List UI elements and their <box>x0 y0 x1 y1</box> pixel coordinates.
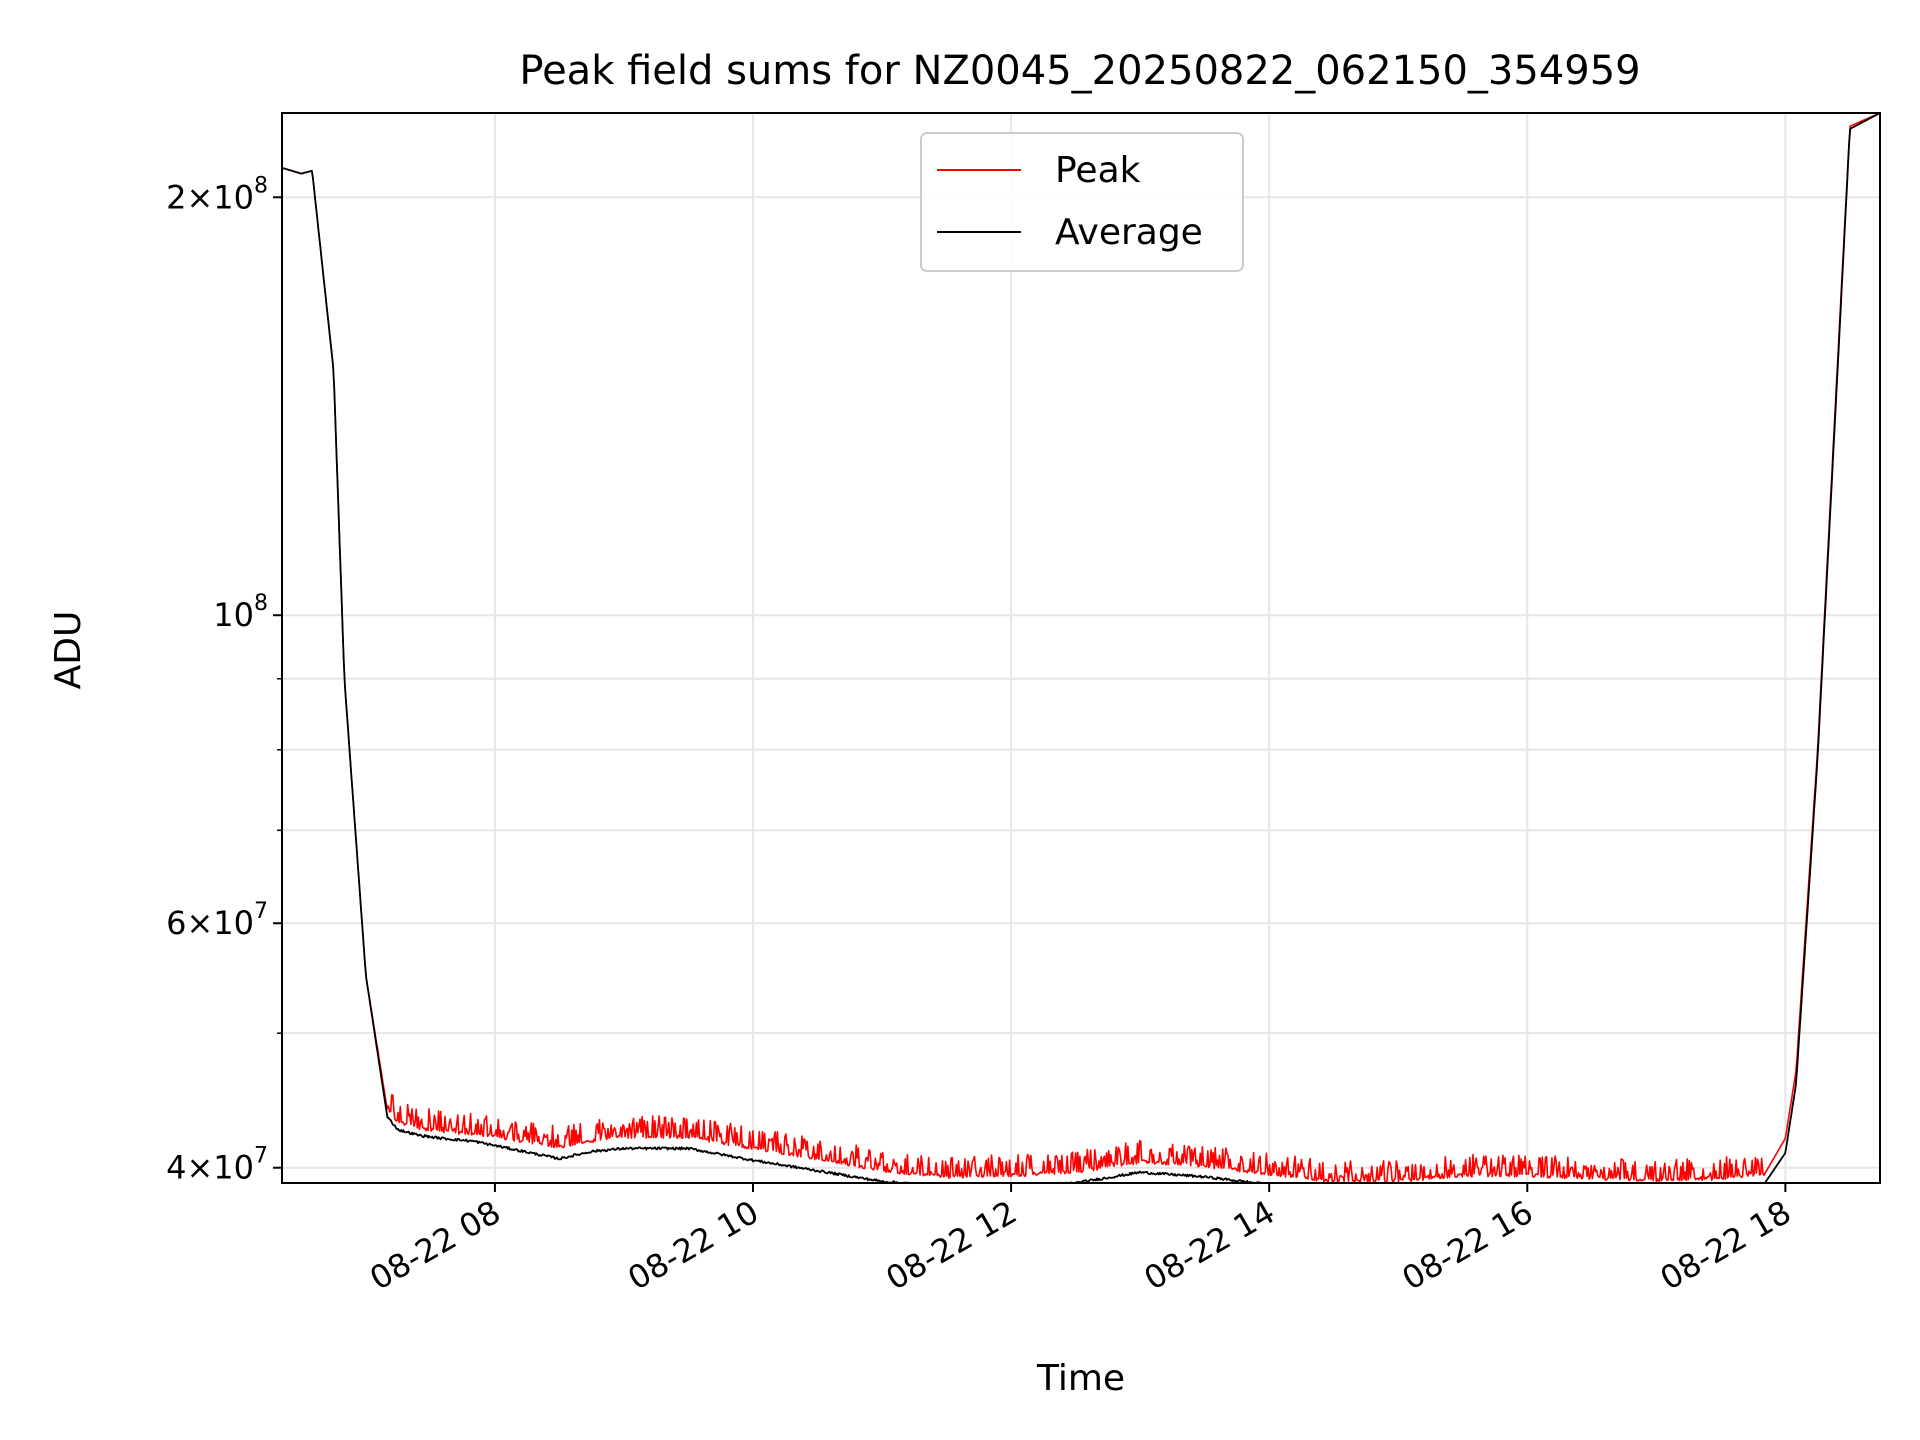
x-axis-label: Time <box>1036 1358 1125 1399</box>
x-axis: 08-22 08 08-22 10 08-22 12 08-22 14 08-22 16… <box>363 1183 1797 1298</box>
y-tick-label: 108 <box>213 591 268 634</box>
plot-frame <box>281 112 1881 1184</box>
grid <box>282 113 1880 1183</box>
y-axis-label: ADU <box>48 611 89 690</box>
x-tick-label: 08-22 14 <box>1138 1193 1282 1298</box>
legend-label-peak: Peak <box>1055 150 1141 191</box>
series-line-peak <box>281 112 1881 1184</box>
x-tick-label: 08-22 10 <box>621 1193 765 1298</box>
x-tick-label: 08-22 16 <box>1396 1193 1540 1298</box>
y-tick-label: 4×107 <box>166 1144 268 1187</box>
y-tick-label: 6×107 <box>166 899 268 942</box>
series-lines <box>281 112 1881 1184</box>
chart-title: Peak field sums for NZ0045_20250822_0621… <box>519 48 1640 94</box>
series-line-average <box>281 112 1881 1184</box>
x-tick-label: 08-22 18 <box>1654 1193 1798 1298</box>
y-tick-label: 2×108 <box>166 173 268 216</box>
legend: Peak Average <box>920 132 1244 272</box>
y-axis: 4×107 6×107 108 2×108 <box>166 173 282 1187</box>
x-tick-label: 08-22 12 <box>880 1193 1024 1298</box>
x-tick-label: 08-22 08 <box>363 1193 507 1298</box>
legend-label-average: Average <box>1055 212 1203 253</box>
legend-box <box>920 132 1244 272</box>
